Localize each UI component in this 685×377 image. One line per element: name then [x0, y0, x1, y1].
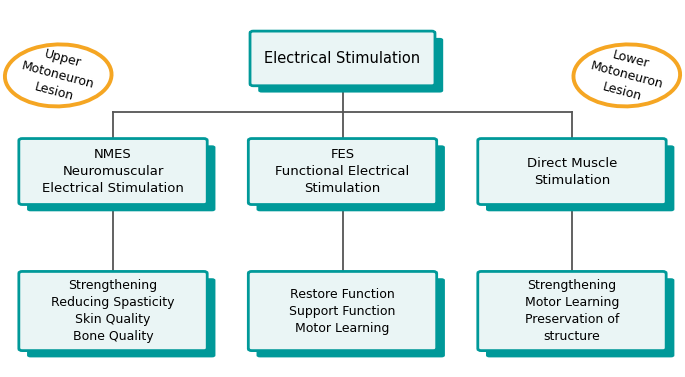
Text: Electrical Stimulation: Electrical Stimulation	[264, 51, 421, 66]
FancyBboxPatch shape	[258, 38, 443, 93]
Text: Restore Function
Support Function
Motor Learning: Restore Function Support Function Motor …	[289, 288, 396, 334]
FancyBboxPatch shape	[477, 271, 666, 351]
Text: Strengthening
Motor Learning
Preservation of
structure: Strengthening Motor Learning Preservatio…	[525, 279, 619, 343]
Text: Upper
Motoneuron
Lesion: Upper Motoneuron Lesion	[16, 43, 101, 108]
Text: Lower
Motoneuron
Lesion: Lower Motoneuron Lesion	[584, 43, 669, 108]
FancyBboxPatch shape	[477, 139, 666, 204]
FancyBboxPatch shape	[486, 145, 674, 211]
FancyBboxPatch shape	[18, 139, 208, 204]
FancyBboxPatch shape	[256, 145, 445, 211]
FancyBboxPatch shape	[250, 31, 435, 86]
FancyBboxPatch shape	[248, 139, 436, 204]
Text: Strengthening
Reducing Spasticity
Skin Quality
Bone Quality: Strengthening Reducing Spasticity Skin Q…	[51, 279, 175, 343]
FancyBboxPatch shape	[27, 278, 215, 357]
FancyBboxPatch shape	[248, 271, 436, 351]
Text: FES
Functional Electrical
Stimulation: FES Functional Electrical Stimulation	[275, 148, 410, 195]
Ellipse shape	[573, 44, 680, 106]
FancyBboxPatch shape	[256, 278, 445, 357]
Text: Direct Muscle
Stimulation: Direct Muscle Stimulation	[527, 156, 617, 187]
FancyBboxPatch shape	[27, 145, 215, 211]
FancyBboxPatch shape	[18, 271, 208, 351]
Text: NMES
Neuromuscular
Electrical Stimulation: NMES Neuromuscular Electrical Stimulatio…	[42, 148, 184, 195]
Ellipse shape	[5, 44, 112, 106]
FancyBboxPatch shape	[486, 278, 674, 357]
